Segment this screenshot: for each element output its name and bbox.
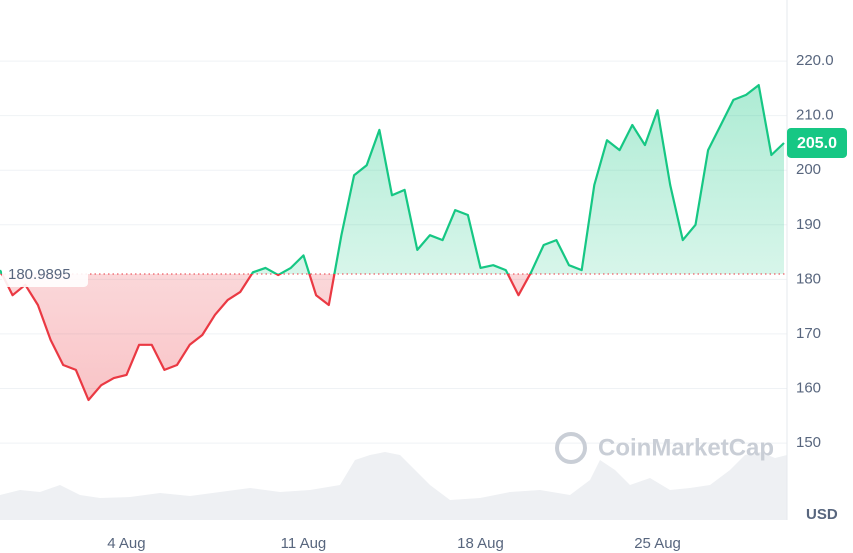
y-tick-label: 170 (796, 325, 821, 342)
baseline-label: 180.9895 (8, 266, 71, 283)
watermark: CoinMarketCap (555, 432, 774, 464)
price-tag-label: 205.0 (797, 135, 837, 152)
x-tick-label: 4 Aug (107, 535, 145, 552)
price-line-up (0, 84, 785, 274)
area-down (1, 273, 531, 400)
y-tick-label: 180 (796, 270, 821, 287)
x-tick-label: 25 Aug (634, 535, 681, 552)
area-up (0, 85, 784, 274)
y-tick-label: 220.0 (796, 52, 834, 69)
price-line-down (0, 273, 532, 402)
y-tick-label: 200 (796, 161, 821, 178)
watermark-logo (555, 432, 587, 464)
price-tag (787, 127, 847, 158)
y-tick-label: 150 (796, 434, 821, 451)
y-tick-label: 160 (796, 379, 821, 396)
y-tick-label: 210.0 (796, 107, 834, 124)
x-tick-label: 18 Aug (457, 535, 504, 552)
watermark-text: CoinMarketCap (598, 434, 774, 461)
volume-area (0, 452, 787, 520)
y-tick-label: 190 (796, 216, 821, 233)
x-tick-label: 11 Aug (281, 535, 327, 552)
baseline-label-bg (2, 260, 88, 287)
y-unit: USD (806, 506, 838, 523)
